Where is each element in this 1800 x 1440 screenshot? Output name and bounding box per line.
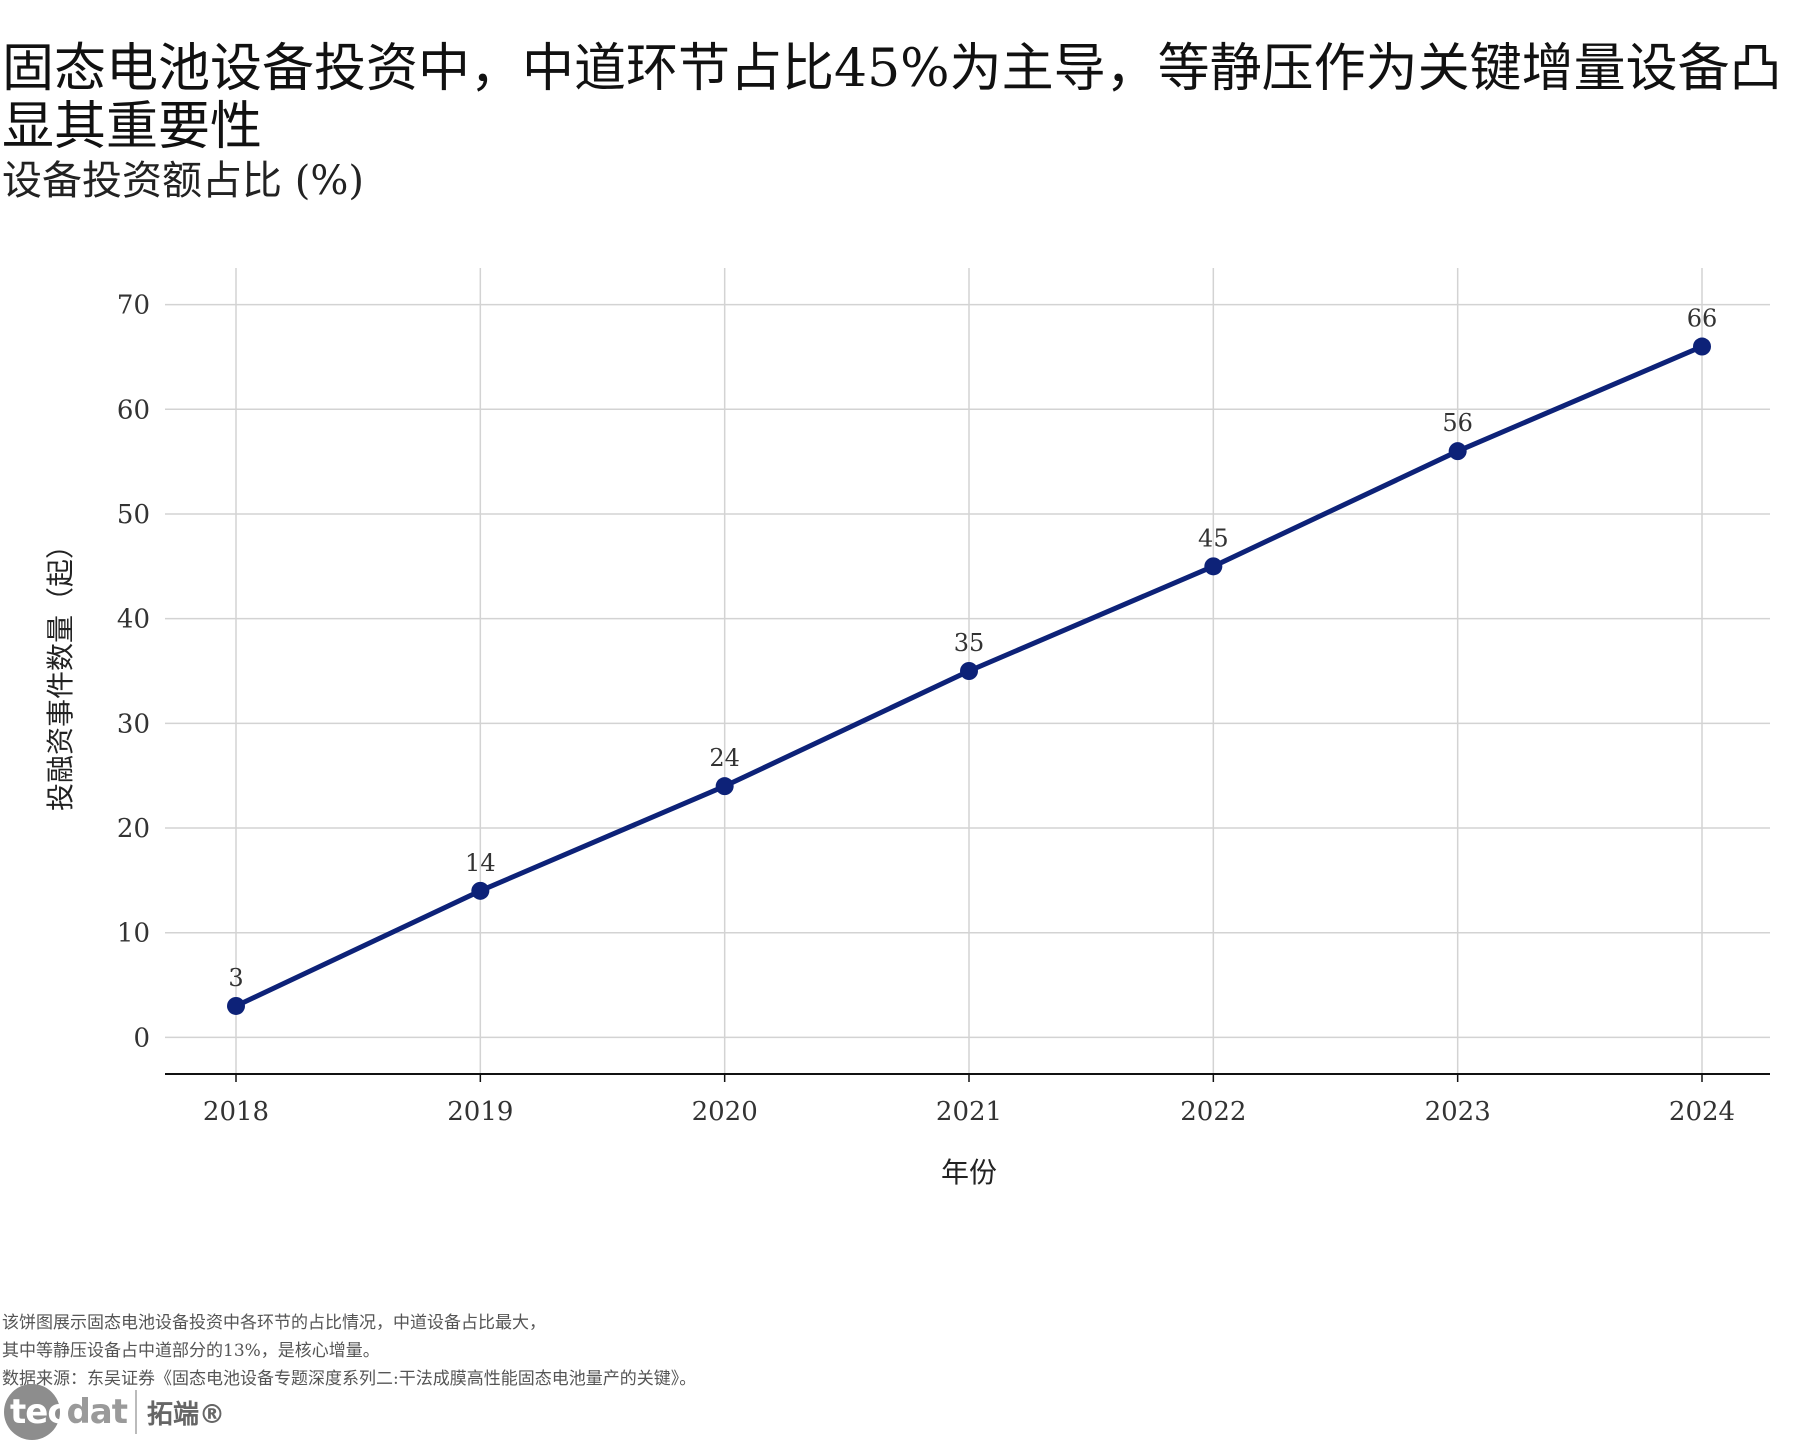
logo-badge <box>4 1384 60 1440</box>
data-point <box>1204 557 1223 576</box>
logo-divider <box>135 1390 138 1434</box>
series <box>227 337 1711 1015</box>
data-point <box>1448 442 1467 461</box>
y-tick-label: 0 <box>133 1023 150 1053</box>
data-labels: 3 14 24 35 45 56 66 <box>228 305 1717 992</box>
chart-subtitle: 设备投资额占比 (%) <box>2 158 364 204</box>
grid <box>165 268 1770 1074</box>
data-label: 35 <box>954 629 985 657</box>
logo-wordmark-suffix: dat <box>66 1392 128 1432</box>
footnote-line-1: 该饼图展示固态电池设备投资中各环节的占比情况，中道设备占比最大， <box>2 1313 546 1333</box>
y-tick-label: 70 <box>117 291 150 321</box>
data-point <box>960 662 978 680</box>
logo-chinese-name: 拓端® <box>147 1399 226 1430</box>
data-point <box>471 881 490 900</box>
chart-title: 固态电池设备投资中，中道环节占比45%为主导，等静压作为关键增量设备凸显其重要性 <box>2 39 1782 157</box>
logo-wordmark: tecdat <box>4 1392 128 1432</box>
y-tick-label: 60 <box>117 395 150 425</box>
logo-wordmark-prefix: tec <box>10 1392 67 1432</box>
x-tick-label: 2022 <box>1180 1097 1246 1127</box>
x-tick-label: 2024 <box>1669 1097 1735 1127</box>
y-tick-label: 40 <box>117 605 150 635</box>
data-label: 24 <box>709 744 740 772</box>
x-tick-label: 2019 <box>447 1097 513 1127</box>
y-tick-label: 30 <box>117 709 150 739</box>
x-tick-label: 2020 <box>692 1097 758 1127</box>
data-point <box>715 777 734 796</box>
x-axis-title: 年份 <box>941 1156 997 1189</box>
y-tick-label: 10 <box>117 919 150 949</box>
y-axis-title: 投融资事件数量（起） <box>44 531 77 811</box>
line-chart: 0 10 20 30 40 50 60 70 2018 2019 2020 2021 2022 2023… <box>44 268 1770 1189</box>
footnote-line-2: 其中等静压设备占中道部分的13%，是核心增量。 <box>2 1341 380 1361</box>
y-axis-ticks: 0 10 20 30 40 50 60 70 <box>117 291 150 1054</box>
y-tick-label: 20 <box>117 814 150 844</box>
data-point <box>1693 337 1711 356</box>
data-label: 14 <box>465 849 496 877</box>
x-axis-ticks: 2018 2019 2020 2021 2022 2023 2024 <box>203 1074 1735 1127</box>
x-tick-label: 2018 <box>203 1097 269 1127</box>
brand-logo: tecdat 拓端® <box>4 1384 225 1440</box>
data-label: 66 <box>1687 305 1718 333</box>
x-tick-label: 2023 <box>1425 1097 1491 1127</box>
data-point <box>227 996 245 1015</box>
y-tick-label: 50 <box>117 500 150 530</box>
x-tick-label: 2021 <box>936 1097 1002 1127</box>
data-label: 56 <box>1442 409 1473 437</box>
data-label: 45 <box>1198 524 1229 552</box>
source-note: 数据来源：东吴证券《固态电池设备专题深度系列二:干法成膜高性能固态电池量产的关键… <box>2 1369 697 1389</box>
data-label: 3 <box>228 964 243 992</box>
